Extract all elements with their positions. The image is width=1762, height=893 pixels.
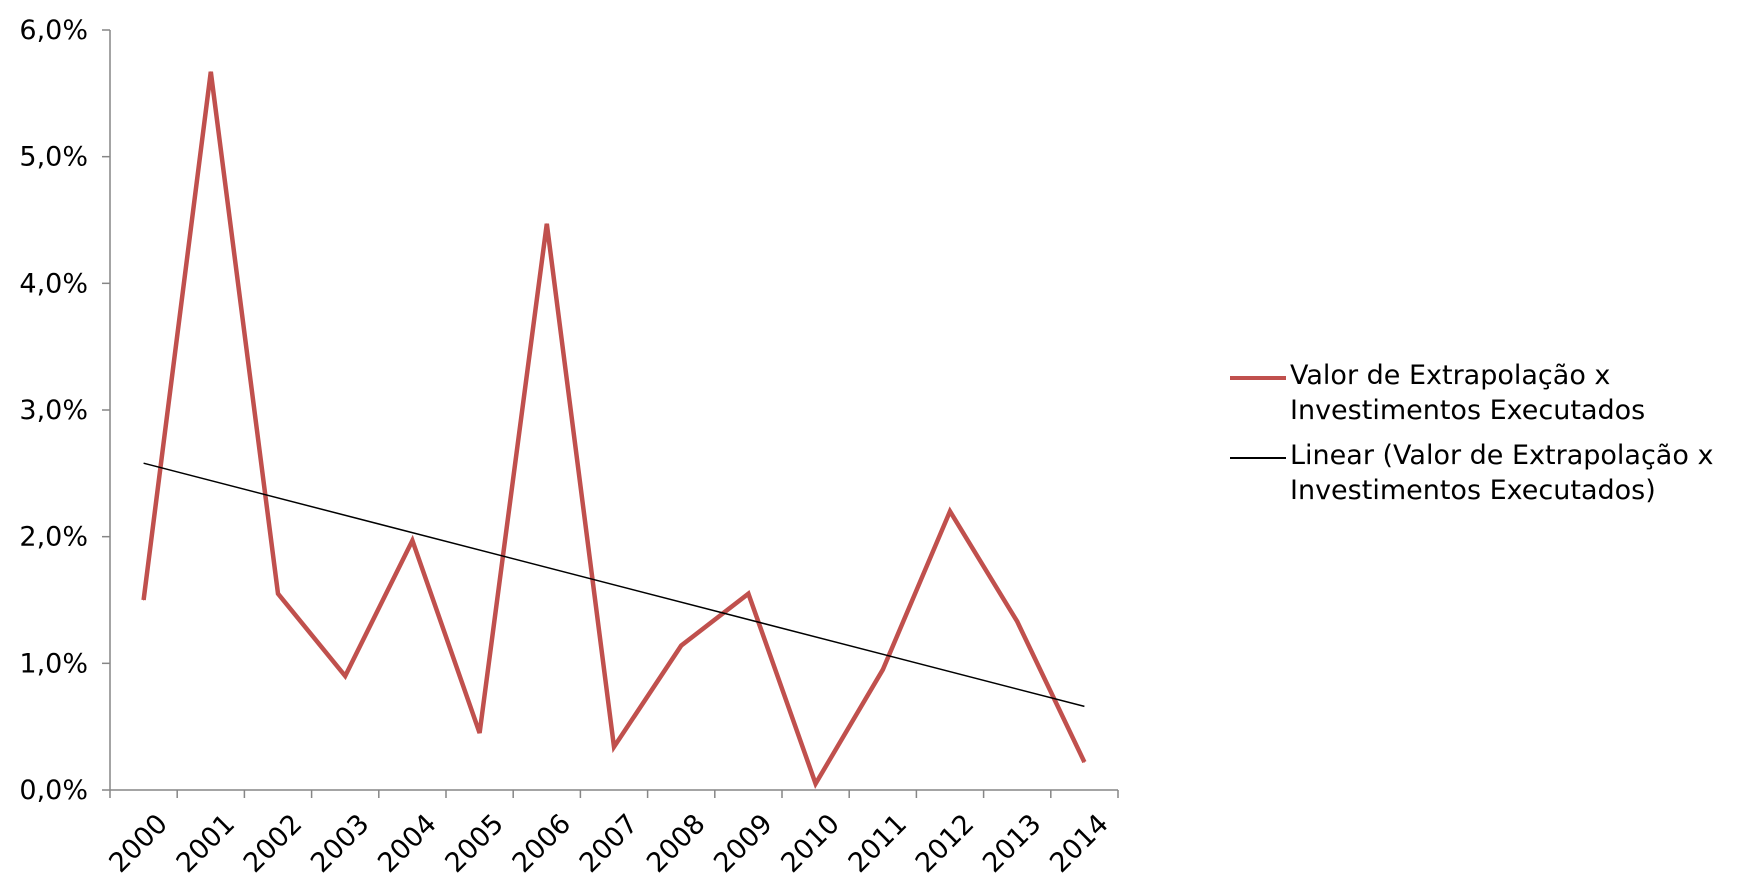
y-axis-ticks: 0,0% 1,0% 2,0% 3,0% 4,0% 5,0% 6,0% — [19, 15, 110, 806]
x-tick-label: 2006 — [507, 808, 578, 879]
data-point — [143, 599, 145, 601]
x-tick-label: 2009 — [708, 808, 779, 879]
x-tick-label: 2005 — [439, 808, 510, 879]
data-point — [344, 675, 346, 677]
data-point — [411, 539, 413, 541]
data-point — [1016, 621, 1018, 623]
series-line-valor-extrapolacao — [141, 71, 1087, 789]
x-tick-label: 2003 — [305, 808, 376, 879]
y-tick-label: 6,0% — [19, 15, 88, 46]
y-tick-label: 1,0% — [19, 648, 88, 679]
x-tick-label: 2012 — [910, 808, 981, 879]
data-point — [277, 593, 279, 595]
y-tick-label: 2,0% — [19, 522, 88, 553]
x-axis-ticks: 2000200120022003200420052006200720082009… — [103, 790, 1119, 879]
y-tick-label: 0,0% — [19, 775, 88, 806]
legend-swatch-main — [1230, 376, 1286, 380]
data-point — [747, 593, 749, 595]
x-tick-label: 2011 — [843, 808, 914, 879]
x-tick-label: 2007 — [574, 808, 645, 879]
series-group — [141, 71, 1087, 789]
y-tick-label: 3,0% — [19, 395, 88, 426]
data-point — [949, 510, 951, 512]
x-tick-label: 2010 — [775, 808, 846, 879]
data-point — [479, 732, 481, 734]
legend-label-trend: Linear (Valor de Extrapolação x Investim… — [1290, 440, 1714, 507]
x-tick-label: 2013 — [977, 808, 1048, 879]
legend-label-main: Valor de Extrapolação x Investimentos Ex… — [1290, 360, 1646, 427]
legend-item-trendline: Linear (Valor de Extrapolação x Investim… — [1230, 438, 1750, 508]
legend: Valor de Extrapolação x Investimentos Ex… — [1230, 358, 1750, 518]
x-tick-label: 2001 — [171, 808, 242, 879]
x-tick-label: 2002 — [238, 808, 309, 879]
y-tick-label: 5,0% — [19, 142, 88, 173]
x-tick-label: 2008 — [641, 808, 712, 879]
x-tick-label: 2014 — [1044, 808, 1115, 879]
legend-item-main-series: Valor de Extrapolação x Investimentos Ex… — [1230, 358, 1750, 428]
data-point — [613, 746, 615, 748]
data-point — [546, 223, 548, 225]
data-point — [882, 669, 884, 671]
legend-swatch-trend — [1230, 457, 1286, 459]
data-point — [815, 783, 817, 785]
data-point — [1083, 761, 1085, 763]
trendline-linear — [143, 462, 1085, 708]
data-point — [680, 645, 682, 647]
x-tick-label: 2004 — [372, 808, 443, 879]
x-tick-label: 2000 — [103, 808, 174, 879]
y-tick-label: 4,0% — [19, 268, 88, 299]
data-point — [210, 71, 212, 73]
